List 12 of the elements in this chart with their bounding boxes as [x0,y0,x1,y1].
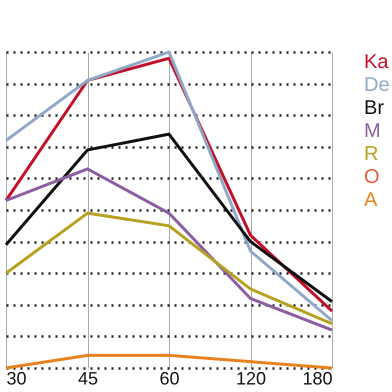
x-tick-label: 180 [302,368,332,388]
x-tick-label: 45 [78,368,98,388]
text: De [364,74,390,96]
x-tick-label: 60 [159,368,180,388]
text: R [364,143,378,165]
text: Ka [364,51,390,73]
x-tick-label: 30 [6,368,27,388]
text: M [364,120,381,142]
text: A [364,189,378,211]
legend-label: O [364,166,380,188]
text: Br [364,97,384,119]
x-tick-label: 120 [236,368,266,388]
